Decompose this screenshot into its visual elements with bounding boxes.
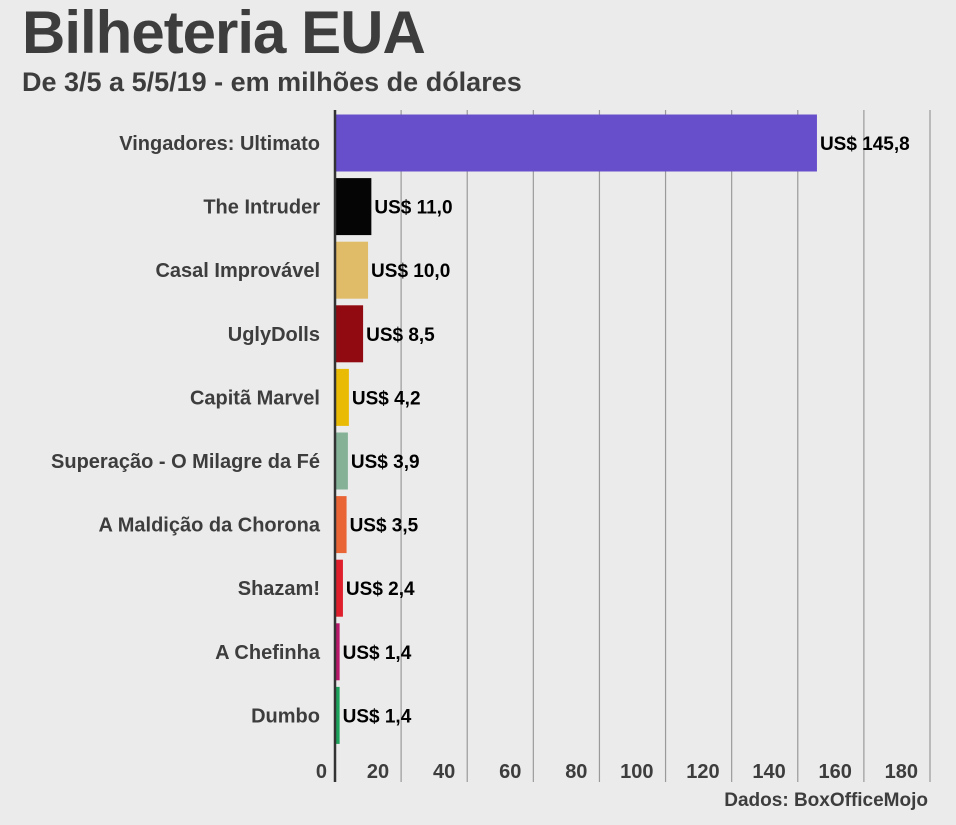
value-label: US$ 10,0 xyxy=(371,261,450,282)
value-label: US$ 8,5 xyxy=(366,325,435,346)
bars xyxy=(335,114,817,744)
category-labels: Vingadores: Ultimato The Intruder Casal Im… xyxy=(51,133,321,727)
value-label: US$ 4,2 xyxy=(352,388,421,409)
x-tick-label: 120 xyxy=(686,761,719,783)
chart-title: Bilheteria EUA xyxy=(22,0,426,66)
x-tick-label: 20 xyxy=(367,761,389,783)
x-tick-label: 60 xyxy=(499,761,521,783)
bar xyxy=(335,686,340,744)
category-label: Superação - O Milagre da Fé xyxy=(51,451,320,473)
category-label: Shazam! xyxy=(238,578,320,600)
category-label: Casal Improvável xyxy=(155,260,320,282)
bar xyxy=(335,178,372,236)
value-labels: US$ 145,8 US$ 11,0 US$ 10,0 US$ 8,5 US$ 4,2 U… xyxy=(343,134,910,727)
x-tick-label: 180 xyxy=(885,761,918,783)
category-label: UglyDolls xyxy=(228,324,320,346)
x-tick-label: 80 xyxy=(565,761,587,783)
category-label: Vingadores: Ultimato xyxy=(119,133,320,155)
x-tick-label: 140 xyxy=(752,761,785,783)
category-label: Capitã Marvel xyxy=(190,387,320,409)
bar xyxy=(335,432,348,490)
category-label: A Chefinha xyxy=(215,642,321,664)
category-label: Dumbo xyxy=(251,705,320,727)
value-label: US$ 1,4 xyxy=(343,706,412,727)
value-label: US$ 3,9 xyxy=(351,452,420,473)
value-label: US$ 145,8 xyxy=(820,134,910,155)
bar xyxy=(335,114,817,172)
value-label: US$ 3,5 xyxy=(350,516,419,537)
data-source: Dados: BoxOfficeMojo xyxy=(724,790,928,811)
bar xyxy=(335,241,369,299)
x-axis: 0 20 40 60 80 100 120 140 160 180 xyxy=(316,110,918,783)
value-label: US$ 1,4 xyxy=(343,643,412,664)
x-tick-label: 160 xyxy=(819,761,852,783)
x-tick-label: 100 xyxy=(620,761,653,783)
bar xyxy=(335,559,343,617)
grid-lines xyxy=(400,110,931,782)
value-label: US$ 2,4 xyxy=(346,579,415,600)
bar xyxy=(335,623,340,681)
chart-subtitle: De 3/5 a 5/5/19 - em milhões de dólares xyxy=(22,67,522,97)
x-tick-label: 0 xyxy=(316,761,327,783)
x-tick-label: 40 xyxy=(433,761,455,783)
category-label: The Intruder xyxy=(203,197,320,219)
bar xyxy=(335,368,349,426)
category-label: A Maldição da Chorona xyxy=(98,515,320,537)
bar xyxy=(335,305,364,363)
bar xyxy=(335,496,347,554)
value-label: US$ 11,0 xyxy=(374,198,452,219)
